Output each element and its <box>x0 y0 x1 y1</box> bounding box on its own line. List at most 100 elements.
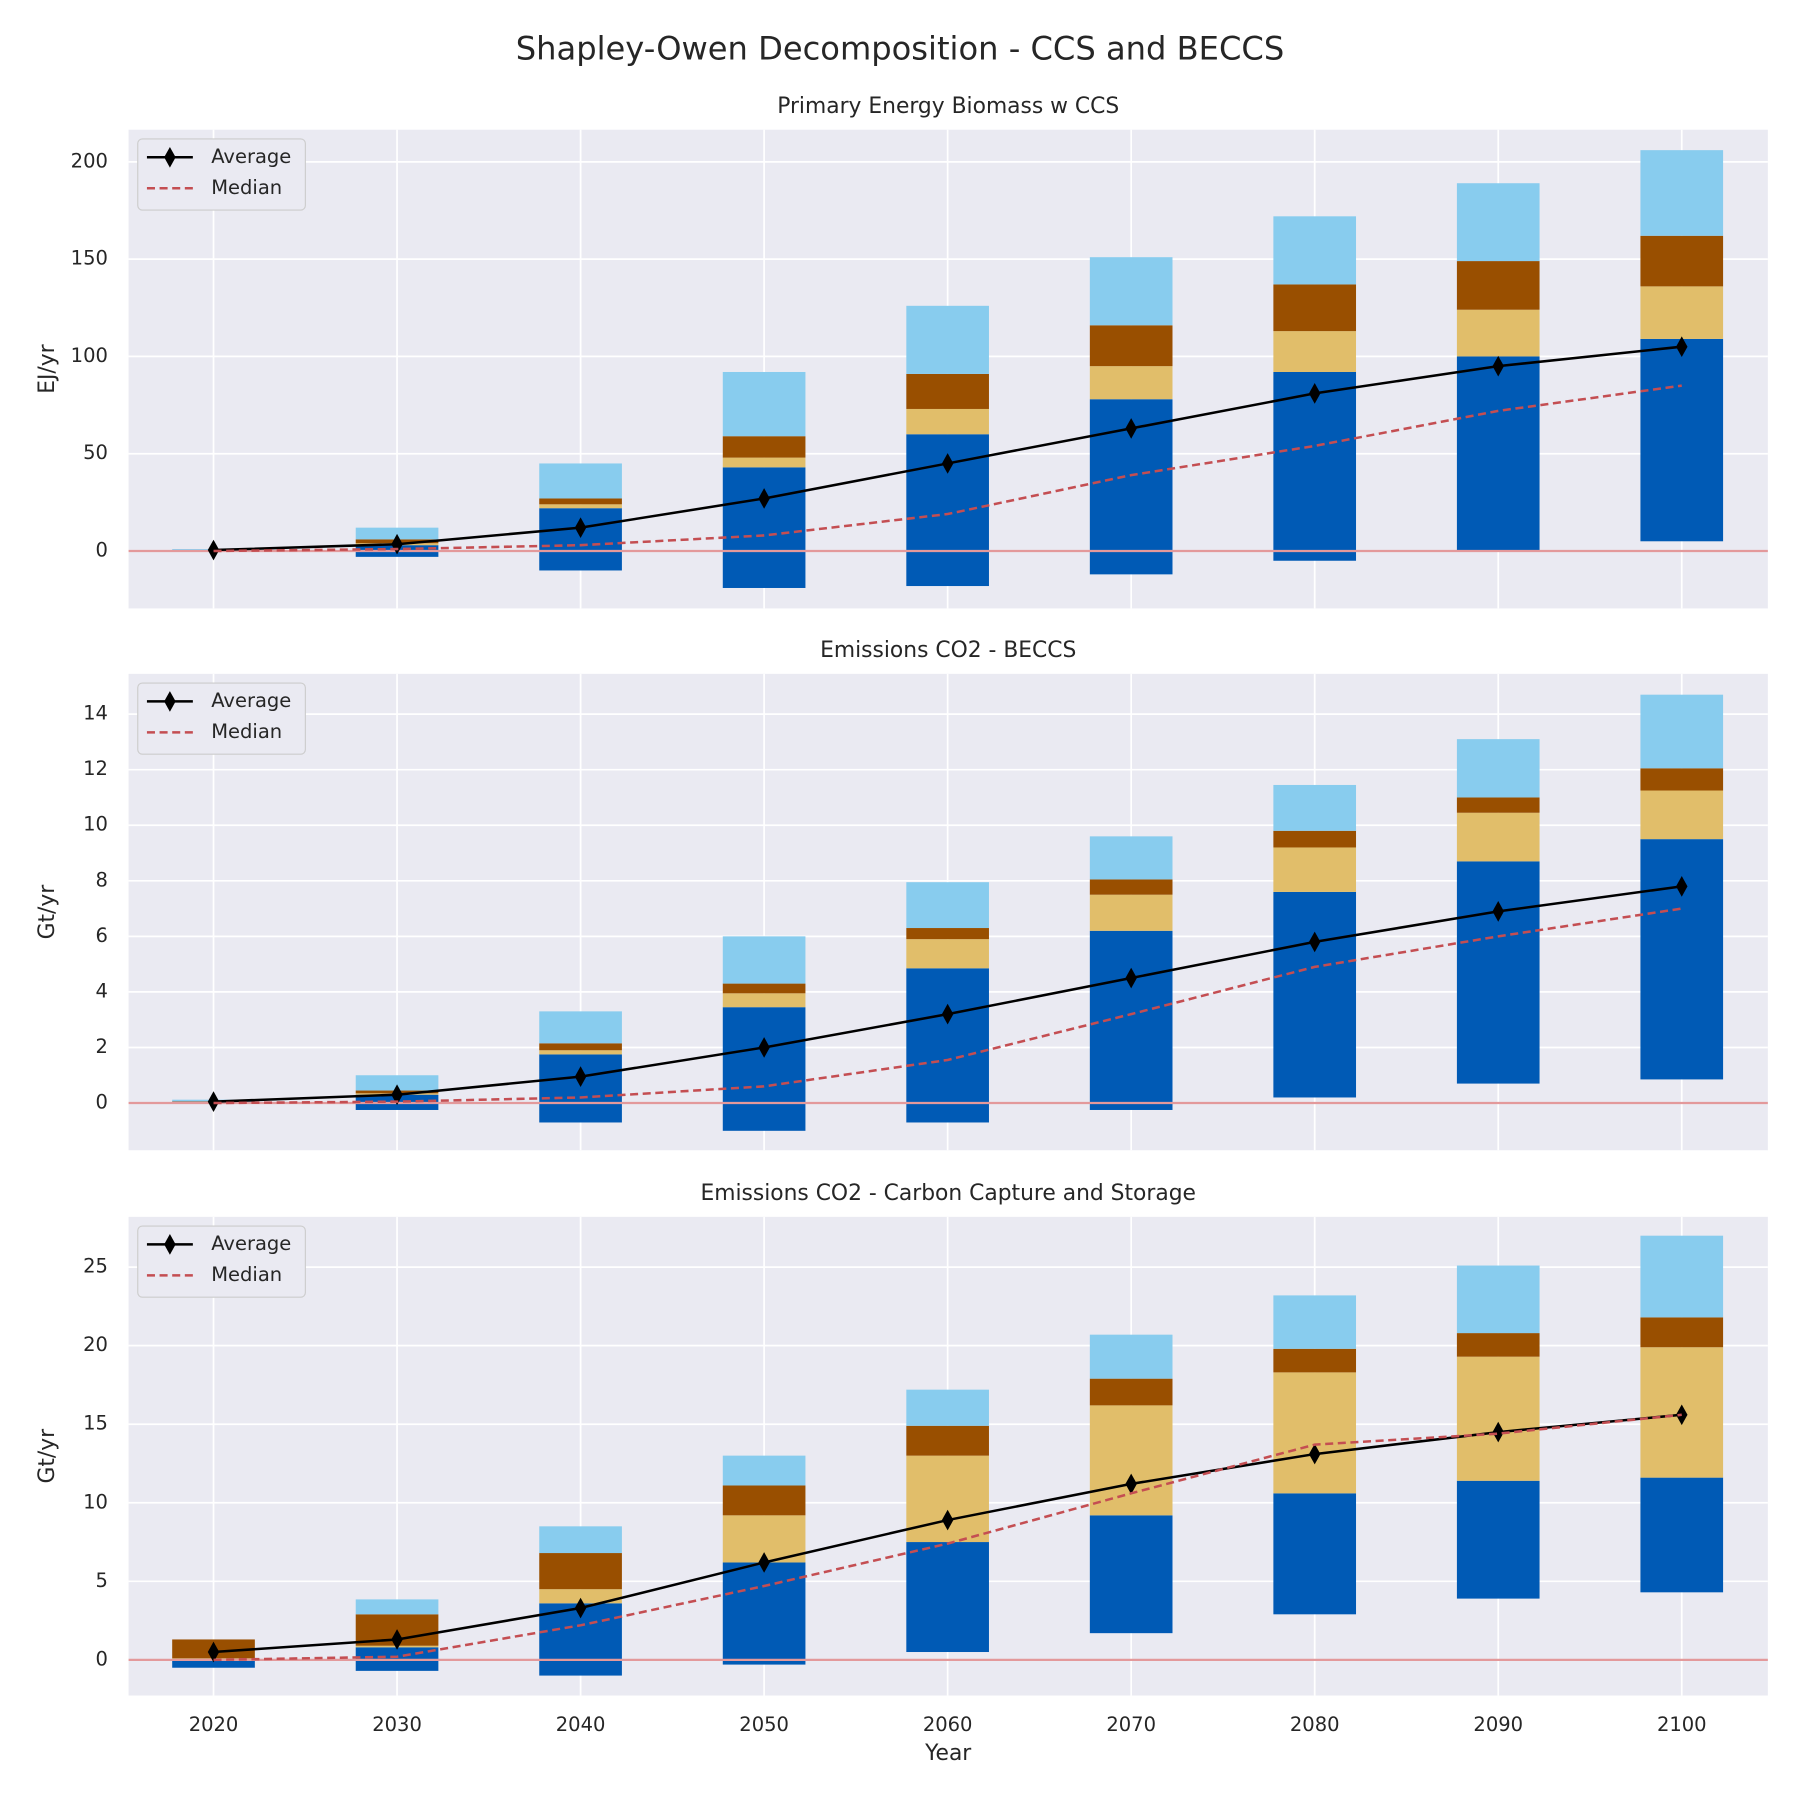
bar-segment <box>539 1589 622 1604</box>
bar-segment <box>1273 1372 1357 1494</box>
bar-segment <box>355 1599 439 1615</box>
x-tick-label: 2060 <box>923 1713 973 1736</box>
y-axis-label: EJ/yr <box>35 344 60 393</box>
bar-segment <box>1089 1405 1173 1516</box>
y-tick-label: 8 <box>95 868 107 891</box>
bar-segment <box>1640 1477 1724 1593</box>
bar-segment <box>1456 739 1540 798</box>
bar-segment <box>906 1389 989 1426</box>
bar-segment <box>1273 284 1357 332</box>
bar-segment <box>539 463 622 499</box>
line-series <box>213 1413 1682 1662</box>
bar-segment <box>1273 1295 1357 1349</box>
bar-segment <box>722 1562 806 1665</box>
y-tick-label: 200 <box>71 149 108 172</box>
line-marker <box>1676 876 1688 897</box>
bar-segment <box>906 1542 989 1653</box>
figure-title: Shapley-Owen Decomposition - CCS and BEC… <box>516 30 1284 68</box>
y-tick-label: 50 <box>83 441 108 464</box>
x-tick-label: 2050 <box>739 1713 789 1736</box>
y-axis-label: Gt/yr <box>35 885 60 940</box>
y-tick-label: 150 <box>71 247 108 270</box>
legend-label: Median <box>211 1263 282 1286</box>
bar-segment <box>1089 1334 1173 1379</box>
bar-segment <box>1640 694 1724 769</box>
bar-segment <box>722 1485 806 1516</box>
bar-segment <box>722 993 806 1008</box>
bar-segment <box>1640 338 1724 542</box>
chart-title: Emissions CO2 - BECCS <box>820 638 1076 663</box>
bar-segment <box>355 527 439 540</box>
legend-label: Average <box>211 689 291 712</box>
bar-segment <box>1273 216 1357 285</box>
bar-segment <box>1273 331 1357 372</box>
bar-segment <box>1640 286 1724 339</box>
bar-segment <box>1089 1378 1173 1406</box>
bar-segment <box>1640 1317 1724 1348</box>
x-tick-label: 2070 <box>1106 1713 1156 1736</box>
x-tick-label: 2040 <box>556 1713 606 1736</box>
bar-segment <box>906 968 989 1123</box>
bar-segment <box>1273 847 1357 892</box>
y-tick-label: 0 <box>95 1647 107 1670</box>
bar-segment <box>1456 261 1540 310</box>
bar-segment <box>1640 235 1724 287</box>
bar-segment <box>1456 812 1540 862</box>
legend-label: Median <box>211 176 282 199</box>
bar-segment <box>1456 1333 1540 1357</box>
x-tick-label: 2080 <box>1290 1713 1340 1736</box>
line-marker <box>391 533 403 555</box>
y-tick-label: 4 <box>95 979 107 1002</box>
y-tick-label: 15 <box>83 1412 108 1435</box>
y-tick-label: 0 <box>95 539 107 562</box>
line-series <box>213 907 1682 1105</box>
line-marker <box>207 1641 220 1663</box>
y-tick-label: 10 <box>83 1490 108 1513</box>
bar-segment <box>355 1075 439 1091</box>
bar-segment <box>172 1659 255 1668</box>
bar-segment <box>539 1526 622 1554</box>
legend-label: Median <box>211 720 282 743</box>
bar-segment <box>1089 836 1173 880</box>
bar-segment <box>906 928 989 940</box>
bar-segment <box>1456 356 1540 552</box>
x-axis-label: Year <box>924 1741 971 1766</box>
bar-segment <box>539 1050 622 1055</box>
x-tick-label: 2090 <box>1473 1713 1523 1736</box>
line-marker <box>207 1091 220 1112</box>
bar-segment <box>906 1425 989 1456</box>
y-tick-label: 100 <box>71 344 108 367</box>
line-marker <box>1125 418 1137 439</box>
bar-segment <box>906 408 989 435</box>
bar-segment <box>722 1455 806 1486</box>
bar-segment <box>1456 183 1540 262</box>
bar-segment <box>1456 1480 1540 1599</box>
line-marker <box>758 488 770 509</box>
line-marker <box>1492 901 1504 922</box>
bar-segment <box>539 1011 622 1044</box>
bar-segment <box>1273 1493 1357 1615</box>
bar-segment <box>1273 1348 1357 1373</box>
bar-segment <box>722 467 806 588</box>
bar-segment <box>906 882 989 929</box>
legend-marker <box>164 1234 176 1255</box>
bar-segment <box>1456 1265 1540 1334</box>
bar-segment <box>1456 309 1540 357</box>
bar-segment <box>1456 797 1540 813</box>
y-tick-label: 12 <box>83 757 108 780</box>
y-axis-label: Gt/yr <box>35 1429 60 1484</box>
line-marker <box>1125 1473 1137 1495</box>
bar-segment <box>722 371 806 437</box>
line-marker <box>758 1037 770 1058</box>
bar-segment <box>1089 894 1173 931</box>
y-tick-label: 0 <box>95 1091 107 1114</box>
bar-segment <box>539 504 622 509</box>
bar-segment <box>1640 839 1724 1080</box>
chart-title: Emissions CO2 - Carbon Capture and Stora… <box>700 1181 1196 1206</box>
bar-segment <box>906 373 989 409</box>
legend-label: Average <box>211 1232 291 1255</box>
bar-segment <box>1456 861 1540 1084</box>
bar-segment <box>722 1007 806 1131</box>
bar-segment <box>539 498 622 505</box>
